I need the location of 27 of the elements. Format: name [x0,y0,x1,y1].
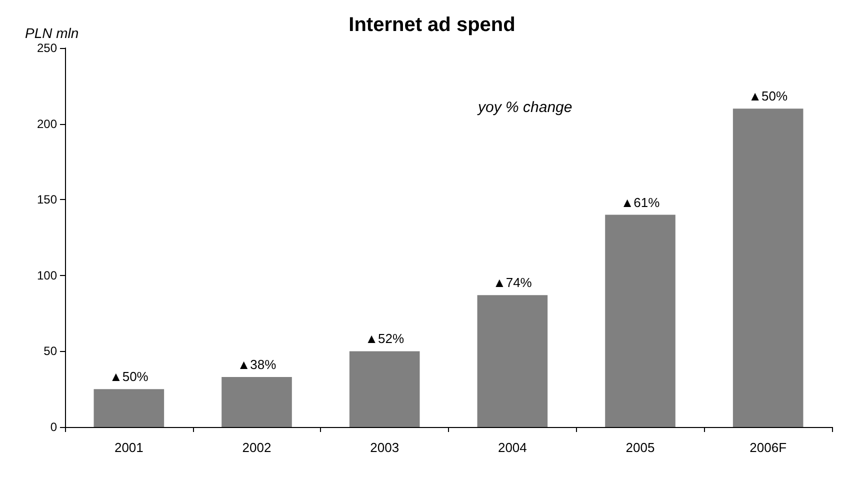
bar [222,376,292,427]
chart-title: Internet ad spend [348,14,516,36]
x-tick-label: 2002 [242,440,272,455]
y-tick-label: 150 [36,192,58,207]
y-tick-label: 0 [50,420,58,434]
annotation: ▲52% [365,331,404,346]
x-tick-label: 2004 [498,440,527,455]
annotation: ▲61% [620,194,660,210]
bar [94,389,164,427]
bar [477,295,548,427]
bar [605,214,676,427]
x-tick-label: 2006F [750,440,787,455]
bar [349,351,420,427]
y-axis-title: PLN mln [25,25,79,41]
bar [732,108,804,427]
x-tick-label: 2003 [370,440,400,455]
x-tick-label: 2005 [626,440,655,455]
annotation: ▲38% [237,356,277,372]
annotation: ▲50% [109,369,149,384]
y-tick-label: 250 [36,41,58,55]
x-tick-label: 2001 [114,440,144,455]
y-tick-label: 200 [36,116,58,131]
y-tick-label: 100 [36,268,58,282]
y-tick-label: 50 [44,344,58,358]
annotation: ▲74% [492,275,532,290]
annotation: ▲50% [748,88,788,104]
annotation: yoy % change [477,99,572,116]
